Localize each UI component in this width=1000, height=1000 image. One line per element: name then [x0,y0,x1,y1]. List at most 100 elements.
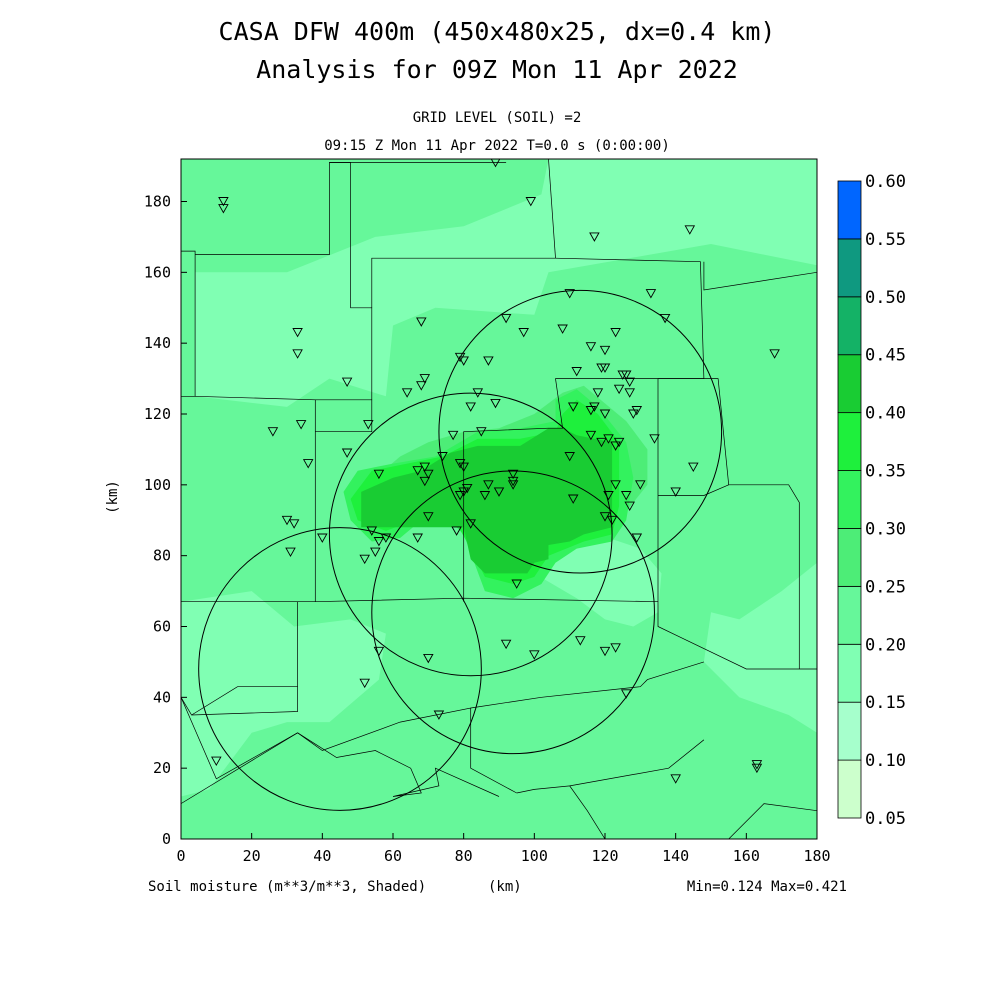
y-tick-label: 0 [162,830,171,848]
station-marker [599,409,611,419]
station-marker [412,533,423,543]
station-marker [483,480,494,490]
station-marker [472,388,484,398]
station-marker [599,512,611,522]
colorbar-swatch [837,528,862,587]
station-marker [423,512,434,522]
station-marker [564,289,575,299]
station-marker [592,388,604,398]
station-marker [575,636,586,646]
station-marker [610,480,621,490]
county-boundary-14 [181,697,500,797]
station-marker [423,653,434,664]
y-tick-label: 160 [144,263,171,281]
station-marker [500,313,512,324]
station-marker [419,462,431,473]
min-max-label: Min=0.124 Max=0.421 [687,879,847,895]
plot-frame [180,158,818,840]
station-marker [267,427,279,437]
station-marker [529,650,540,660]
county-boundary-8 [703,261,817,291]
colorbar-swatch [837,759,862,819]
station-marker [610,643,621,653]
radar-ring-0 [438,289,723,574]
station-marker [511,579,522,589]
station-marker [211,756,222,767]
station-marker [218,204,229,214]
radar-ring-2 [198,527,482,811]
station-marker [603,491,614,501]
station-marker [458,462,469,473]
field-region-1 [181,159,817,407]
station-marker [751,760,763,770]
station-marker [454,459,466,469]
station-marker [281,515,293,526]
station-marker [218,197,229,207]
station-marker [295,420,307,430]
station-marker [373,469,385,480]
variable-label: Soil moisture (m**3/m**3, Shaded) [148,879,426,895]
station-marker [416,317,427,327]
field-region-8 [361,428,613,574]
valid-time-label: 09:15 Z Mon 11 Apr 2022 T=0.0 s (0:00:00… [324,138,670,154]
station-marker [461,483,473,494]
station-marker [585,342,597,352]
station-marker [490,159,501,168]
colorbar-tick-label: 0.05 [865,809,906,829]
x-tick-label: 180 [803,847,830,865]
county-boundary-16 [297,707,517,794]
station-marker [620,689,632,699]
county-boundary-6 [315,399,373,433]
field-region-3 [703,562,817,733]
colorbar-swatch [837,354,862,414]
radar-range-rings [198,289,723,811]
station-marker [606,515,618,526]
station-marker [628,409,639,419]
county-boundary-3 [371,159,556,308]
station-marker [610,328,621,338]
radar-ring-1 [328,392,613,677]
county-boundary-11 [657,601,800,670]
station-marker [359,678,370,689]
station-marker [624,388,635,398]
station-marker [645,289,657,299]
station-marker [620,370,632,380]
x-tick-label: 60 [384,847,402,865]
station-marker [585,406,597,416]
station-marker [447,430,459,441]
station-marker [507,476,519,487]
y-tick-label: 20 [153,759,171,777]
county-boundary-10 [658,484,729,496]
colorbar-tick-label: 0.55 [865,230,906,250]
station-marker [433,710,445,720]
colorbar-swatch [837,238,862,298]
station-marker [596,363,607,373]
x-tick-label: 80 [455,847,473,865]
colorbar-tick-label: 0.10 [865,751,906,771]
county-boundary-18 [728,803,817,839]
station-marker [292,328,303,338]
x-axis: 0 20 40 60 80 100 120 140 160 180 [176,833,831,865]
station-marker [490,398,501,409]
station-marker [479,491,491,501]
station-marker [525,197,537,207]
station-marker [288,519,300,529]
station-marker [518,328,529,338]
colorbar-tick-label: 0.25 [865,577,906,597]
station-marker [341,377,353,388]
colorbar-swatch [837,180,862,240]
station-marker [670,487,681,497]
station-marker [684,225,696,235]
station-marker [451,526,462,536]
station-marker [567,494,579,504]
colorbar: 0.05 0.10 0.15 0.20 0.25 0.30 0.35 0.40 0.45 0.50… [837,172,906,829]
station-marker [599,646,611,657]
station-marker [454,491,466,501]
station-marker [366,526,378,536]
station-marker [423,469,434,480]
y-axis: 0 20 40 60 80 100 120 140 160 180 [144,193,187,848]
county-boundary-5 [181,257,705,603]
y-tick-label: 140 [144,334,171,352]
x-axis-label: (km) [488,879,522,895]
